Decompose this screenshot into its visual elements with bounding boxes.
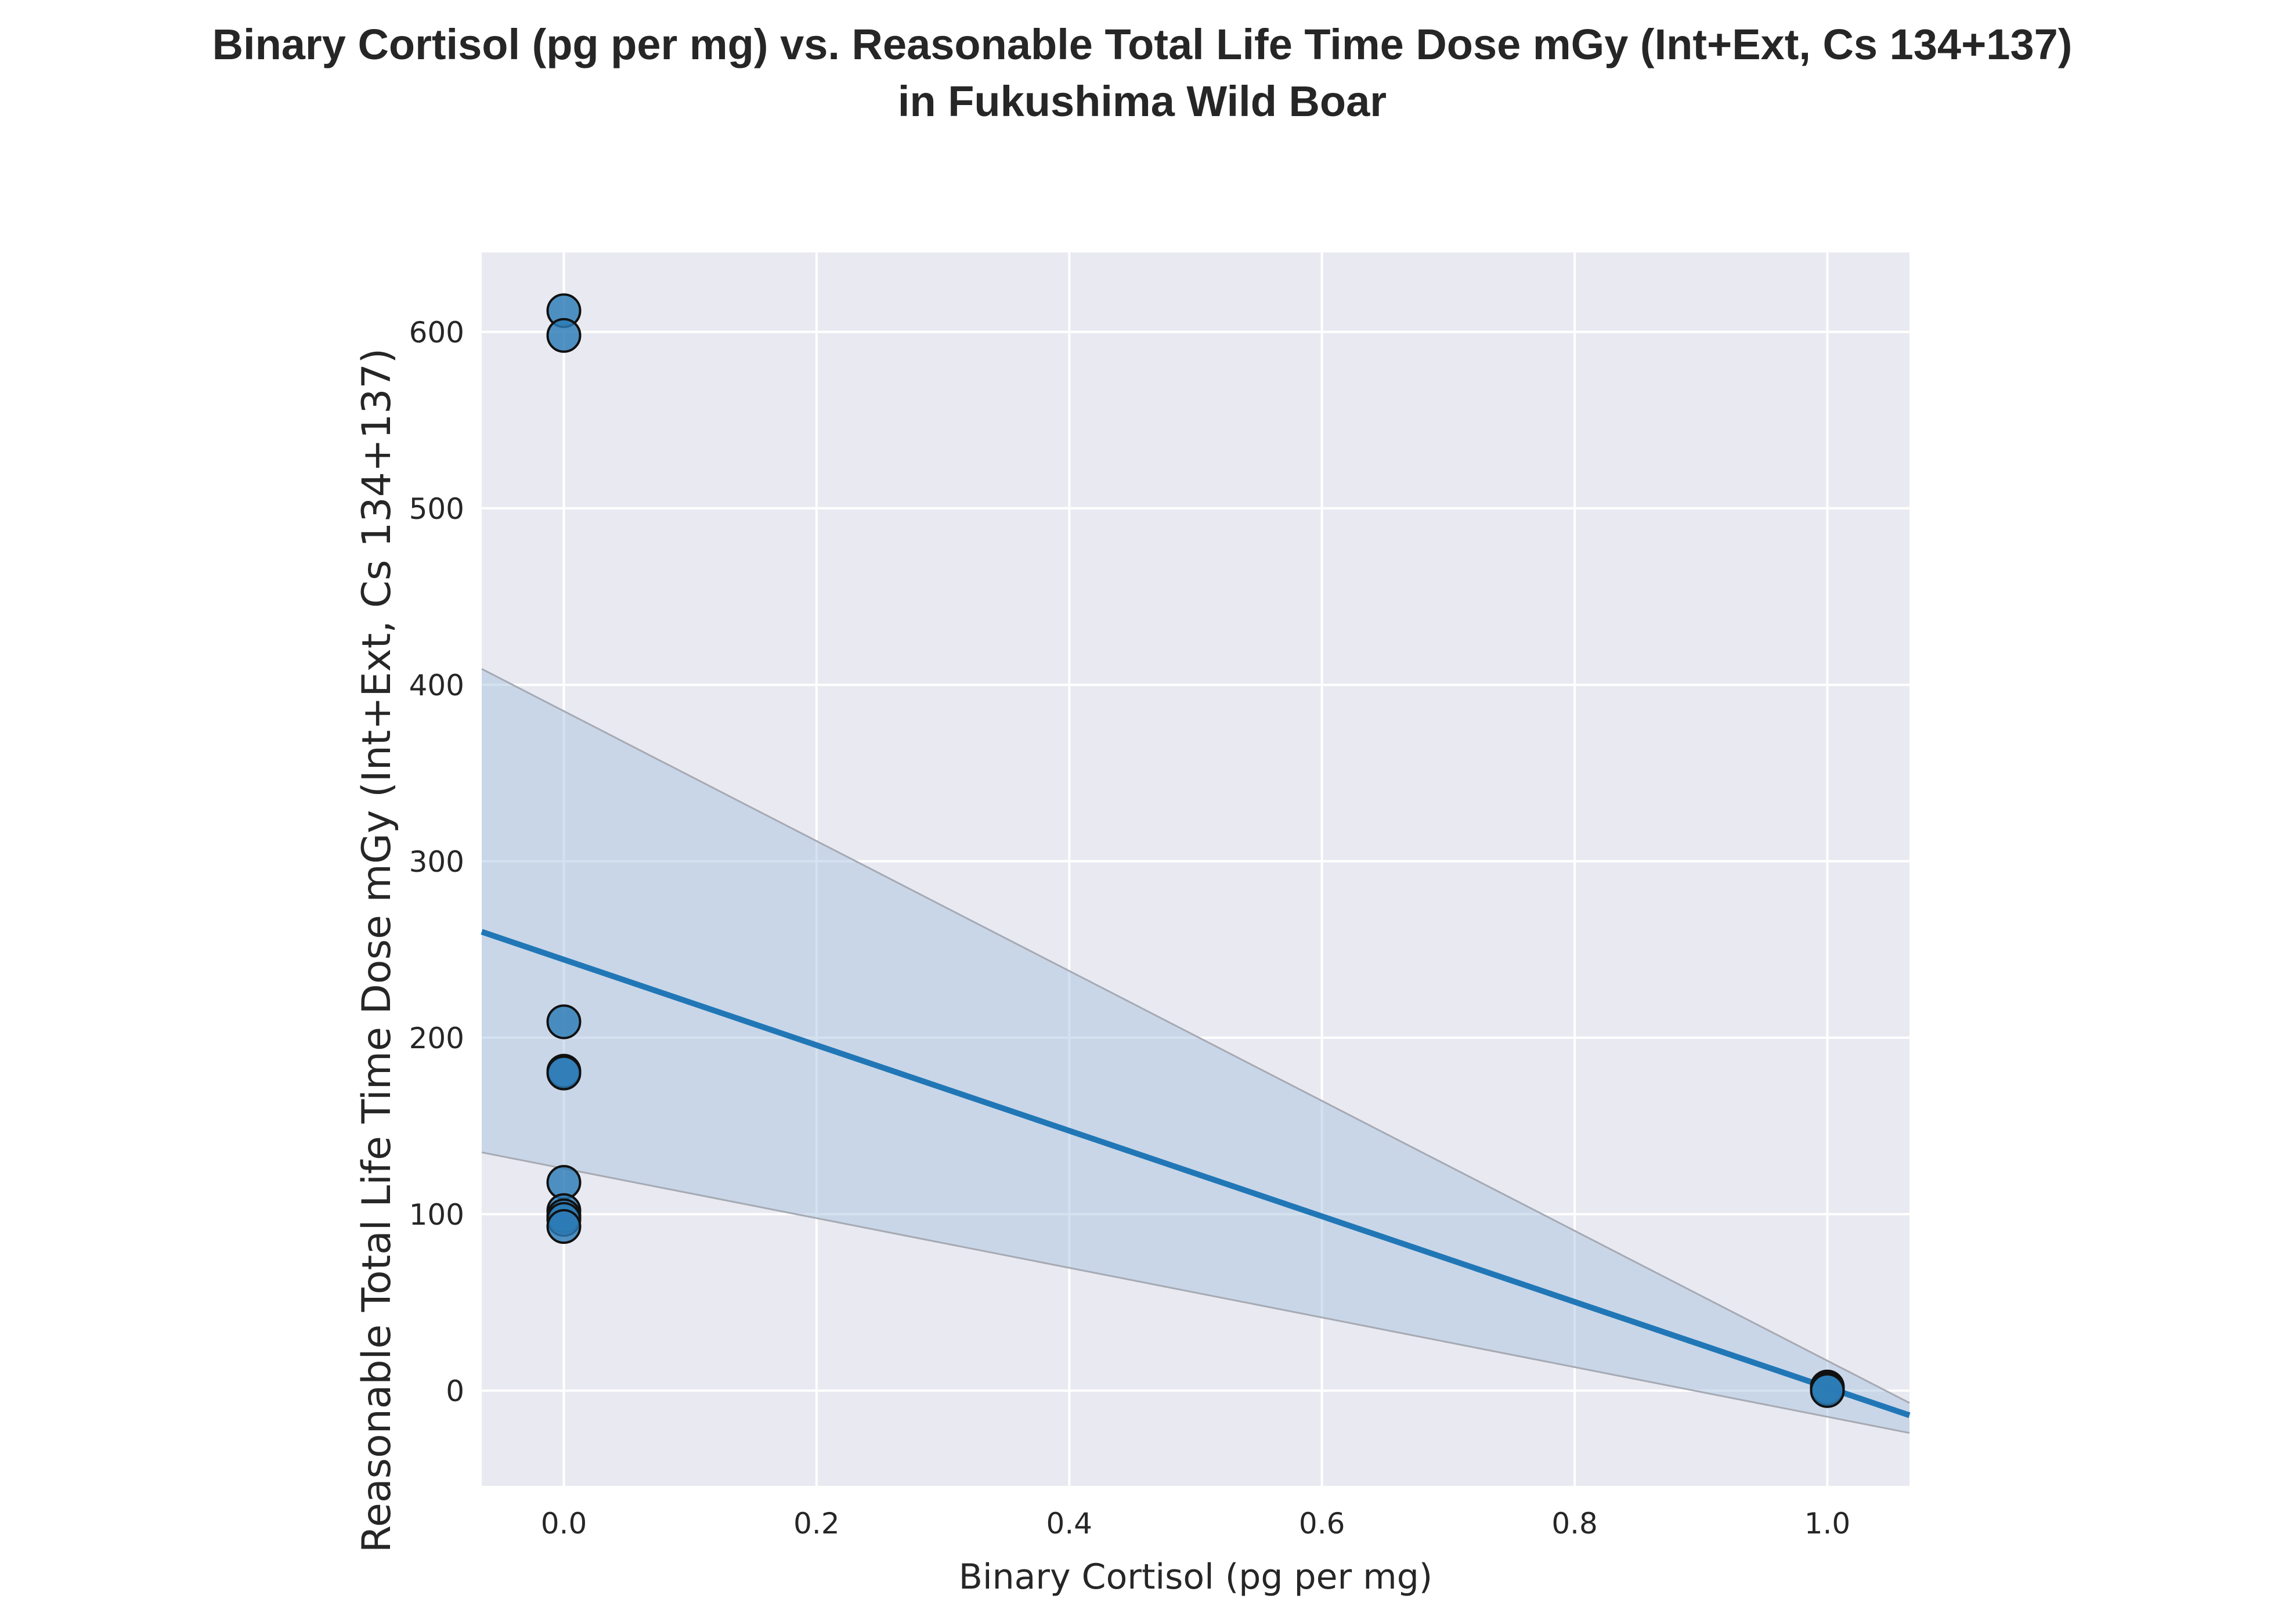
x-tick-label: 0.0 xyxy=(541,1507,587,1540)
regression-line-layer xyxy=(481,929,1911,1419)
regression-line xyxy=(481,929,1911,1419)
confidence-band-layer xyxy=(481,668,1910,1434)
data-point xyxy=(1810,1373,1845,1408)
confidence-band xyxy=(482,669,1909,1433)
x-tick-label: 1.0 xyxy=(1804,1507,1851,1540)
data-point xyxy=(546,1055,582,1091)
scatter-points xyxy=(546,293,1845,1408)
confidence-band-lower-edge xyxy=(481,1151,1910,1434)
chart-title-line-2: in Fukushima Wild Boar xyxy=(898,77,1387,125)
y-axis-label: Reasonable Total Life Time Dose mGy (Int… xyxy=(354,348,400,1553)
x-axis-label: Binary Cortisol (pg per mg) xyxy=(959,1557,1432,1597)
confidence-band-upper-edge xyxy=(481,668,1910,1404)
y-tick-label: 100 xyxy=(409,1198,464,1232)
data-point xyxy=(546,1209,582,1244)
y-tick-labels: 0 100 200 300 400 500 600 xyxy=(409,316,464,1408)
y-tick-label: 400 xyxy=(409,669,464,702)
chart-title: Binary Cortisol (pg per mg) vs. Reasonab… xyxy=(212,20,2073,125)
chart-title-line-1: Binary Cortisol (pg per mg) vs. Reasonab… xyxy=(212,20,2073,68)
x-tick-label: 0.6 xyxy=(1299,1507,1345,1540)
y-tick-label: 600 xyxy=(409,316,464,349)
y-tick-label: 200 xyxy=(409,1022,464,1055)
x-tick-label: 0.4 xyxy=(1046,1507,1093,1540)
x-tick-labels: 0.0 0.2 0.4 0.6 0.8 1.0 xyxy=(541,1507,1851,1540)
y-tick-label: 500 xyxy=(409,492,464,526)
x-tick-label: 0.2 xyxy=(793,1507,840,1540)
x-tick-label: 0.8 xyxy=(1551,1507,1598,1540)
data-point xyxy=(546,1004,582,1040)
data-point xyxy=(546,317,582,353)
y-tick-label: 0 xyxy=(446,1374,464,1408)
y-tick-label: 300 xyxy=(409,845,464,879)
